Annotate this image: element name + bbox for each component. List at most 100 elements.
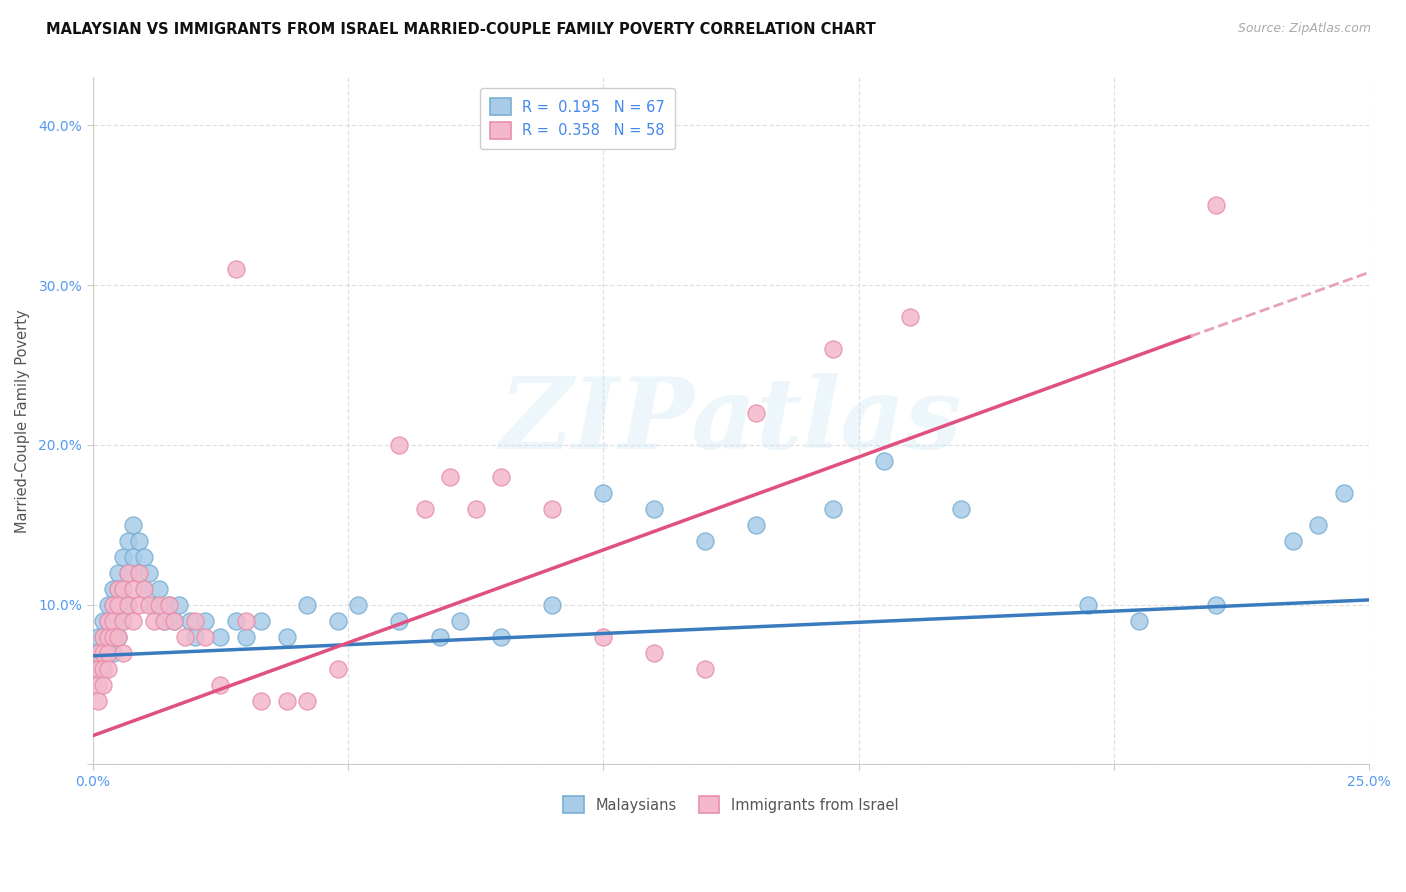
- Point: [194, 614, 217, 628]
- Point: [87, 646, 110, 660]
- Point: [541, 501, 564, 516]
- Point: [101, 646, 124, 660]
- Point: [112, 582, 135, 596]
- Point: [132, 582, 155, 596]
- Point: [101, 614, 124, 628]
- Point: [643, 501, 665, 516]
- Point: [821, 501, 844, 516]
- Point: [643, 646, 665, 660]
- Point: [97, 646, 120, 660]
- Point: [91, 662, 114, 676]
- Y-axis label: Married-Couple Family Poverty: Married-Couple Family Poverty: [15, 310, 30, 533]
- Point: [101, 582, 124, 596]
- Point: [97, 598, 120, 612]
- Point: [276, 693, 298, 707]
- Point: [97, 646, 120, 660]
- Point: [1306, 517, 1329, 532]
- Point: [91, 662, 114, 676]
- Point: [250, 614, 273, 628]
- Point: [745, 517, 768, 532]
- Point: [107, 566, 129, 580]
- Point: [695, 533, 717, 548]
- Point: [122, 614, 145, 628]
- Point: [112, 614, 135, 628]
- Point: [464, 501, 486, 516]
- Point: [388, 614, 411, 628]
- Point: [821, 342, 844, 356]
- Point: [1077, 598, 1099, 612]
- Point: [592, 630, 614, 644]
- Point: [128, 533, 150, 548]
- Point: [449, 614, 471, 628]
- Point: [898, 310, 921, 325]
- Point: [91, 646, 114, 660]
- Point: [148, 582, 170, 596]
- Point: [87, 630, 110, 644]
- Point: [1281, 533, 1303, 548]
- Point: [101, 614, 124, 628]
- Text: MALAYSIAN VS IMMIGRANTS FROM ISRAEL MARRIED-COUPLE FAMILY POVERTY CORRELATION CH: MALAYSIAN VS IMMIGRANTS FROM ISRAEL MARR…: [46, 22, 876, 37]
- Point: [112, 549, 135, 564]
- Point: [87, 662, 110, 676]
- Point: [225, 614, 247, 628]
- Point: [107, 582, 129, 596]
- Point: [873, 454, 896, 468]
- Point: [117, 566, 139, 580]
- Point: [209, 630, 232, 644]
- Point: [138, 566, 160, 580]
- Point: [87, 677, 110, 691]
- Point: [91, 677, 114, 691]
- Point: [153, 614, 176, 628]
- Point: [592, 486, 614, 500]
- Point: [163, 614, 186, 628]
- Point: [91, 614, 114, 628]
- Point: [1205, 598, 1227, 612]
- Point: [101, 598, 124, 612]
- Point: [347, 598, 370, 612]
- Text: ZIPatlas: ZIPatlas: [499, 373, 962, 469]
- Point: [439, 470, 461, 484]
- Point: [142, 614, 165, 628]
- Point: [295, 693, 318, 707]
- Point: [413, 501, 436, 516]
- Point: [97, 614, 120, 628]
- Point: [122, 582, 145, 596]
- Point: [128, 566, 150, 580]
- Point: [87, 662, 110, 676]
- Point: [97, 630, 120, 644]
- Point: [1205, 198, 1227, 212]
- Point: [128, 566, 150, 580]
- Point: [1333, 486, 1355, 500]
- Point: [489, 470, 512, 484]
- Point: [117, 533, 139, 548]
- Point: [695, 662, 717, 676]
- Point: [107, 630, 129, 644]
- Point: [91, 630, 114, 644]
- Point: [97, 614, 120, 628]
- Point: [91, 630, 114, 644]
- Point: [326, 614, 349, 628]
- Point: [122, 549, 145, 564]
- Point: [107, 598, 129, 612]
- Point: [225, 262, 247, 277]
- Point: [163, 614, 186, 628]
- Point: [101, 598, 124, 612]
- Point: [112, 646, 135, 660]
- Point: [388, 438, 411, 452]
- Point: [97, 662, 120, 676]
- Point: [169, 598, 191, 612]
- Point: [87, 693, 110, 707]
- Point: [179, 614, 201, 628]
- Point: [489, 630, 512, 644]
- Point: [132, 582, 155, 596]
- Point: [745, 406, 768, 420]
- Point: [235, 630, 257, 644]
- Point: [112, 614, 135, 628]
- Point: [112, 582, 135, 596]
- Point: [91, 646, 114, 660]
- Point: [209, 677, 232, 691]
- Point: [87, 646, 110, 660]
- Point: [117, 598, 139, 612]
- Point: [122, 517, 145, 532]
- Point: [132, 549, 155, 564]
